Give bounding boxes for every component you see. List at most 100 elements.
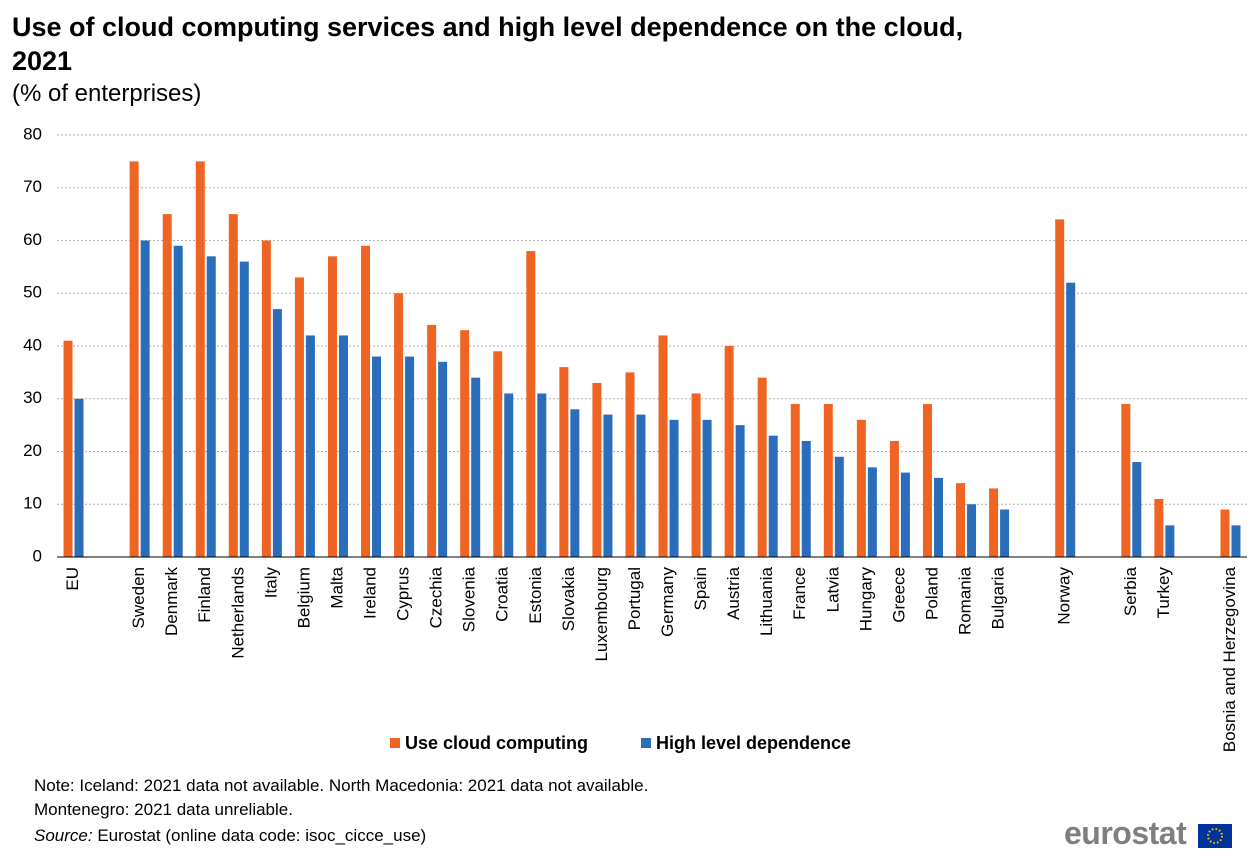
bar — [625, 372, 635, 557]
y-tick-label: 80 — [23, 124, 42, 143]
bar — [1055, 219, 1065, 557]
bar — [438, 361, 448, 557]
legend-swatch — [641, 738, 651, 748]
bar — [173, 245, 183, 557]
bar — [933, 477, 943, 557]
y-tick-label: 40 — [23, 335, 42, 354]
bar — [1231, 525, 1241, 557]
legend-label: High level dependence — [656, 733, 851, 753]
x-tick-label: Portugal — [625, 567, 644, 630]
bar — [372, 356, 382, 557]
bar — [305, 335, 315, 557]
bar — [1220, 509, 1230, 557]
bar — [1154, 498, 1164, 557]
bar — [361, 245, 371, 557]
bar — [327, 256, 337, 557]
y-tick-label: 20 — [23, 441, 42, 460]
bar — [823, 404, 833, 557]
note: Montenegro: 2021 data unreliable. — [34, 800, 293, 819]
legend-label: Use cloud computing — [405, 733, 588, 753]
x-tick-label: Serbia — [1121, 566, 1140, 616]
bar — [702, 419, 712, 557]
bar — [691, 393, 701, 557]
bar — [493, 351, 503, 557]
chart: 0 10 20 30 40 50 60 70 80 EU Sweden Denmark Finland N… — [23, 124, 1247, 753]
x-tick-label: France — [790, 567, 809, 620]
x-tick-label: Poland — [922, 567, 941, 620]
x-tick-label: Germany — [658, 567, 677, 637]
bar — [570, 409, 580, 557]
x-tick-label: Belgium — [294, 567, 313, 628]
bar — [294, 277, 304, 557]
x-tick-label: Latvia — [823, 566, 842, 612]
x-tick-label: Malta — [327, 566, 346, 608]
bar — [504, 393, 514, 557]
bar — [195, 161, 205, 557]
source-label: Source: — [34, 826, 93, 845]
x-tick-label: Slovakia — [559, 566, 578, 631]
x-tick-label: Ireland — [361, 567, 380, 619]
y-tick-label: 0 — [33, 546, 42, 565]
bar — [757, 377, 767, 557]
bar — [922, 404, 932, 557]
bar — [405, 356, 415, 557]
bar — [603, 414, 613, 557]
x-tick-label: Netherlands — [228, 567, 247, 659]
bar — [735, 425, 745, 557]
bar — [801, 440, 811, 557]
x-tick-label: Sweden — [129, 567, 148, 628]
x-tick-label: Hungary — [856, 567, 875, 632]
bar — [338, 335, 348, 557]
x-tick-label: Denmark — [162, 567, 181, 636]
chart-title: Use of cloud computing services and high… — [12, 12, 964, 76]
bar — [559, 367, 569, 557]
bar — [394, 293, 404, 557]
legend-swatch — [390, 738, 400, 748]
flag-bg — [1198, 824, 1232, 848]
x-tick-label: EU — [63, 567, 82, 591]
x-tick-label: Slovenia — [460, 566, 479, 632]
bar — [592, 382, 602, 557]
bar — [1000, 509, 1010, 557]
bar — [460, 330, 470, 557]
bar — [1121, 404, 1131, 557]
bar — [956, 483, 966, 557]
bar — [228, 214, 238, 557]
bar — [1165, 525, 1175, 557]
y-tick-label: 30 — [23, 388, 42, 407]
bar — [867, 467, 877, 557]
x-tick-label: Lithuania — [757, 566, 776, 636]
bar — [63, 340, 73, 557]
x-tick-label: Estonia — [526, 566, 545, 623]
x-tick-label: Turkey — [1154, 567, 1173, 619]
bar — [206, 256, 216, 557]
bar — [1066, 282, 1076, 557]
bar — [526, 251, 536, 558]
bar — [162, 214, 172, 557]
bar — [636, 414, 646, 557]
eu-flag — [1198, 824, 1232, 848]
y-tick-label: 50 — [23, 283, 42, 302]
bar — [272, 309, 282, 557]
bar — [471, 377, 481, 557]
source-text: Eurostat (online data code: isoc_cicce_u… — [97, 826, 427, 845]
bar — [790, 404, 800, 557]
bar — [658, 335, 668, 557]
x-tick-label: Norway — [1055, 567, 1074, 625]
bar — [74, 398, 84, 557]
bar — [261, 240, 271, 557]
bar — [129, 161, 139, 557]
bar — [669, 419, 679, 557]
x-tick-label: Cyprus — [394, 567, 413, 621]
bar — [834, 456, 844, 557]
bar — [889, 440, 899, 557]
bar — [900, 472, 910, 557]
x-tick-label: Austria — [724, 566, 743, 619]
bar — [1132, 462, 1142, 557]
y-tick-label: 10 — [23, 494, 42, 513]
bar — [989, 488, 999, 557]
bar — [724, 346, 734, 557]
x-tick-label: Italy — [261, 567, 280, 599]
x-tick-label: Bulgaria — [989, 566, 1008, 629]
